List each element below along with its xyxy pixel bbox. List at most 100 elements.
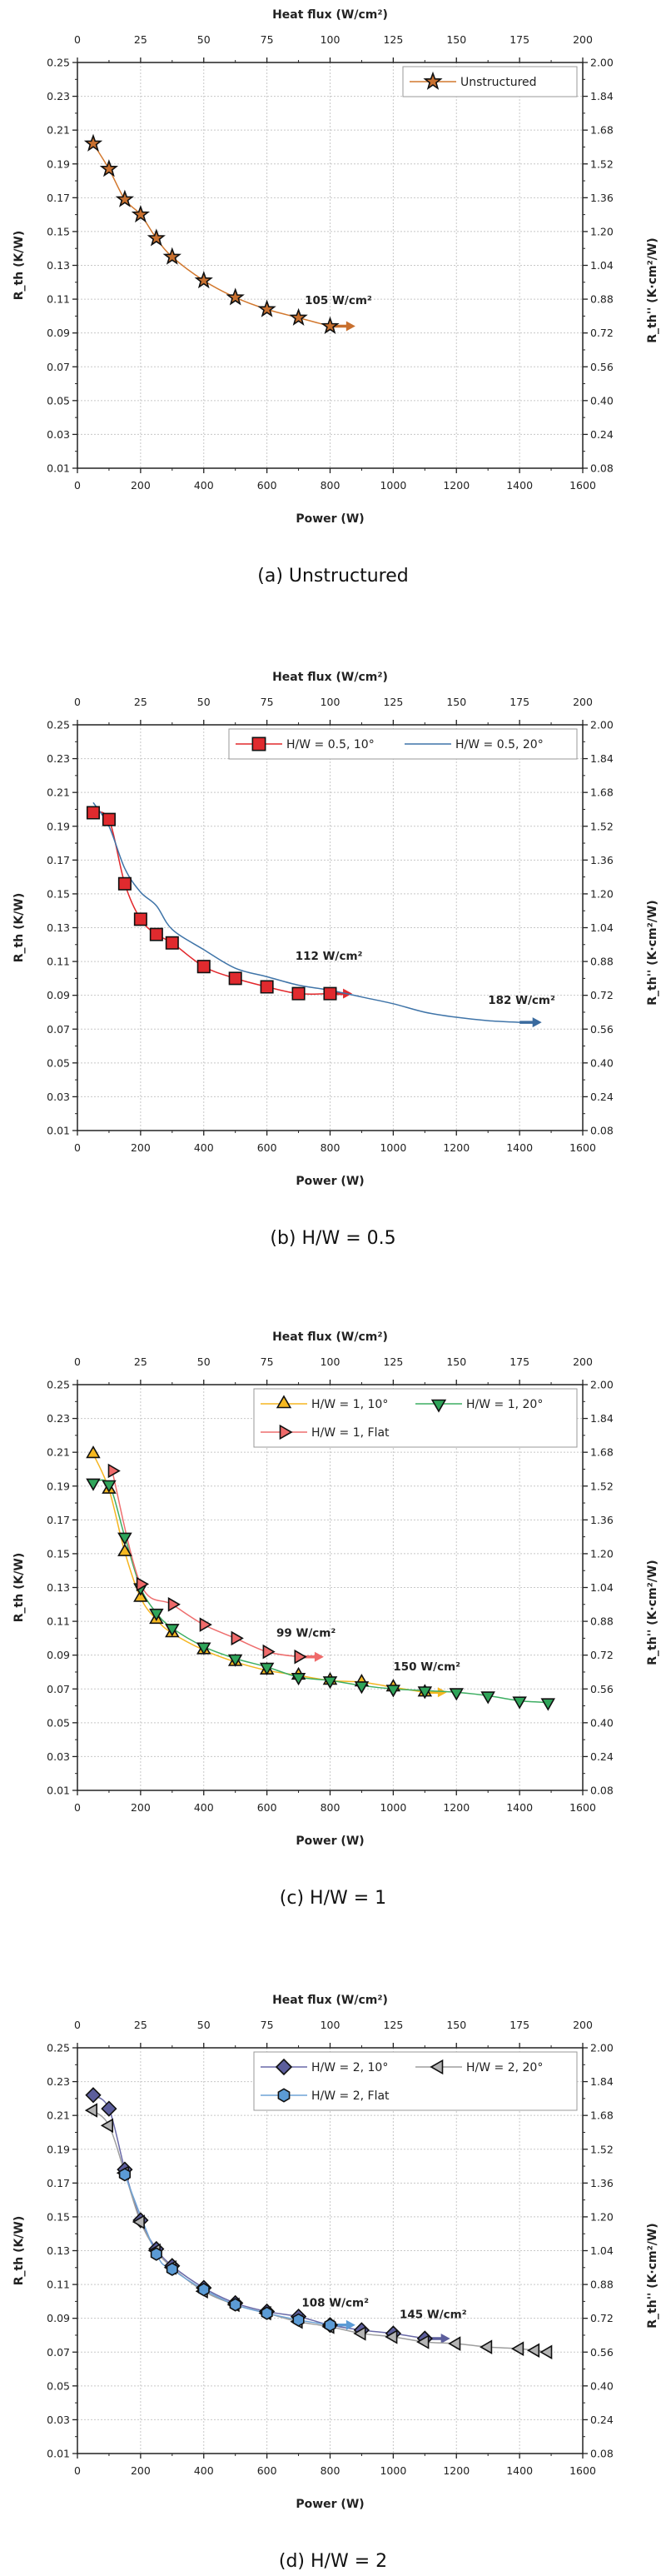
y2-tick-label: 0.72 xyxy=(590,327,614,339)
data-point xyxy=(165,1624,180,1637)
y2-tick-label: 0.40 xyxy=(590,1056,614,1069)
x2-tick-label: 50 xyxy=(197,1355,211,1368)
y2-tick-label: 1.84 xyxy=(590,90,614,102)
y2-tick-label: 1.52 xyxy=(590,820,614,832)
legend-marker-icon xyxy=(277,2088,291,2103)
y2-tick-label: 1.20 xyxy=(590,887,614,900)
x2-tick-label: 25 xyxy=(134,1355,147,1368)
y-tick-label: 0.03 xyxy=(47,2414,70,2426)
legend-label: H/W = 1, 10° xyxy=(311,1398,388,1411)
y-tick-label: 0.25 xyxy=(47,719,70,731)
y-tick-label: 0.25 xyxy=(47,2042,70,2054)
y2-tick-label: 0.24 xyxy=(590,1091,614,1103)
legend-label: H/W = 2, Flat xyxy=(311,2089,390,2103)
y-tick-label: 0.09 xyxy=(47,2312,70,2324)
chart-panel: 0 0 200 25 400 50 600 75 800 100 1000 125 1200 150 140… xyxy=(0,662,659,1249)
data-point xyxy=(353,2326,366,2341)
y-tick-label: 0.13 xyxy=(47,921,70,934)
y2-tick-label: 0.08 xyxy=(590,1785,614,1797)
data-point xyxy=(102,812,116,826)
data-point xyxy=(321,316,340,335)
y2-tick-label: 0.88 xyxy=(590,2279,614,2291)
legend-box xyxy=(253,1388,578,1448)
y2-tick-label: 0.24 xyxy=(590,428,614,441)
data-point xyxy=(166,2262,178,2276)
trend-arrow-head xyxy=(437,1687,447,1698)
x2-tick-label: 50 xyxy=(197,696,211,708)
x-tick-label: 1600 xyxy=(569,479,596,492)
y-tick-label: 0.09 xyxy=(47,327,70,339)
x-tick-label: 400 xyxy=(194,1141,214,1154)
y-tick-label: 0.21 xyxy=(47,786,70,799)
data-point xyxy=(115,189,135,207)
y-tick-label: 0.13 xyxy=(47,259,70,272)
data-point xyxy=(199,1617,212,1632)
y2-axis-title: R_th'' (K·cm²/W) xyxy=(646,1560,659,1665)
x2-tick-label: 200 xyxy=(573,696,593,708)
x2-tick-label: 0 xyxy=(74,33,81,46)
y-tick-label: 0.01 xyxy=(47,462,70,475)
x-tick-label: 200 xyxy=(131,1801,151,1814)
x2-tick-label: 100 xyxy=(321,33,340,46)
data-point xyxy=(162,247,181,265)
data-point xyxy=(539,2344,553,2359)
x2-tick-label: 100 xyxy=(321,2019,340,2031)
x-tick-label: 400 xyxy=(194,2464,214,2477)
data-point xyxy=(117,1543,132,1556)
data-point xyxy=(86,806,100,820)
y2-tick-label: 1.04 xyxy=(590,259,614,272)
x2-tick-label: 125 xyxy=(383,2019,403,2031)
data-point xyxy=(133,1589,148,1602)
data-point xyxy=(417,1686,433,1700)
y2-tick-label: 1.68 xyxy=(590,786,614,799)
x-tick-label: 1000 xyxy=(380,1801,406,1814)
y2-tick-label: 0.88 xyxy=(590,293,614,306)
y-tick-label: 0.05 xyxy=(47,394,70,407)
y2-tick-label: 1.84 xyxy=(590,2075,614,2088)
y2-tick-label: 0.56 xyxy=(590,1023,614,1036)
x-tick-label: 0 xyxy=(74,1801,81,1814)
y-tick-label: 0.11 xyxy=(47,2279,70,2291)
y-tick-label: 0.03 xyxy=(47,1091,70,1103)
heat-flux-annotation: 150 W/cm² xyxy=(393,1660,460,1674)
y2-tick-label: 1.04 xyxy=(590,921,614,934)
y2-tick-label: 1.68 xyxy=(590,1446,614,1459)
data-point xyxy=(149,1608,164,1621)
x2-tick-label: 100 xyxy=(321,696,340,708)
data-point xyxy=(540,1698,555,1711)
trend-arrow-head xyxy=(532,1017,542,1028)
x-tick-label: 200 xyxy=(131,2464,151,2477)
y2-tick-label: 0.72 xyxy=(590,2312,614,2324)
y2-tick-label: 0.40 xyxy=(590,2379,614,2392)
x-axis-title: Power (W) xyxy=(296,1835,364,1848)
data-point xyxy=(197,2282,210,2297)
x-tick-label: 1000 xyxy=(380,2464,406,2477)
y2-tick-label: 2.00 xyxy=(590,57,614,69)
y-tick-label: 0.21 xyxy=(47,2109,70,2122)
heat-flux-annotation: 99 W/cm² xyxy=(276,1626,335,1640)
data-point xyxy=(385,2329,398,2344)
y-tick-label: 0.15 xyxy=(47,1547,70,1560)
data-point xyxy=(194,271,213,289)
y-tick-label: 0.01 xyxy=(47,1785,70,1797)
data-point xyxy=(291,986,306,1001)
y2-tick-label: 1.20 xyxy=(590,1547,614,1560)
y-tick-label: 0.11 xyxy=(47,956,70,968)
data-point xyxy=(99,159,119,177)
y2-tick-label: 0.08 xyxy=(590,2448,614,2460)
data-point xyxy=(147,228,166,247)
data-point xyxy=(259,1662,275,1676)
y2-tick-label: 1.36 xyxy=(590,192,614,204)
y-tick-label: 0.25 xyxy=(47,1379,70,1391)
legend-marker-icon xyxy=(275,2058,293,2076)
x2-tick-label: 150 xyxy=(446,2019,466,2031)
y2-tick-label: 1.52 xyxy=(590,1480,614,1492)
data-point xyxy=(449,1688,464,1701)
x2-tick-label: 0 xyxy=(74,1355,81,1368)
y-tick-label: 0.19 xyxy=(47,820,70,832)
y-tick-label: 0.07 xyxy=(47,361,70,373)
data-point xyxy=(136,1576,150,1592)
y-tick-label: 0.19 xyxy=(47,1480,70,1492)
data-point xyxy=(100,2118,113,2134)
y-tick-label: 0.23 xyxy=(47,1412,70,1425)
